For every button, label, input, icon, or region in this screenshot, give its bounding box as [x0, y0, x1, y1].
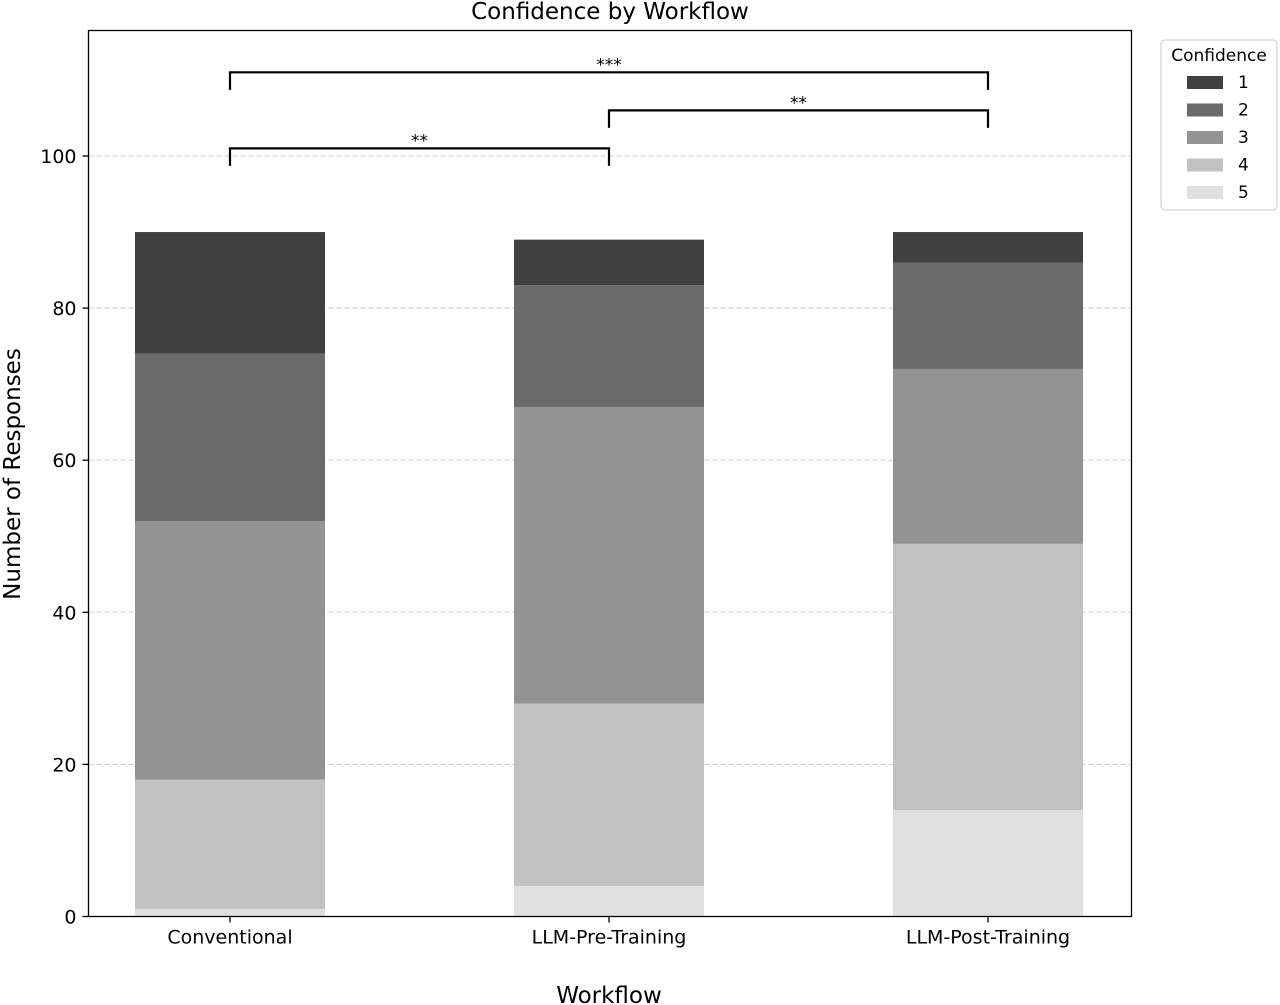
y-tick-label: 100 — [40, 146, 76, 168]
significance-bracket — [607, 109, 990, 128]
significance-label: *** — [596, 55, 622, 75]
legend-label: 4 — [1238, 156, 1249, 176]
bar-segment — [135, 908, 325, 917]
bar-segment — [514, 239, 704, 286]
bar-segment — [514, 886, 704, 917]
significance-bracket — [228, 71, 990, 90]
significance-label: ** — [790, 93, 807, 113]
bar-segment — [893, 232, 1083, 263]
y-tick-label: 0 — [64, 907, 76, 929]
y-tick-label: 20 — [52, 754, 76, 776]
bar-segment — [514, 285, 704, 407]
bar-segment — [893, 262, 1083, 369]
legend-label: 2 — [1238, 101, 1249, 121]
significance-bracket — [228, 147, 611, 166]
chart-title: Confidence by Workflow — [471, 0, 749, 25]
bar-segment — [135, 779, 325, 909]
y-tick-label: 80 — [52, 298, 76, 320]
legend-swatch — [1187, 158, 1223, 172]
legend-label: 5 — [1238, 183, 1249, 203]
legend-label: 3 — [1238, 128, 1249, 148]
bar-segment — [893, 368, 1083, 544]
y-tick-label: 60 — [52, 450, 76, 472]
x-tick-label: Conventional — [167, 927, 292, 949]
bar-segment — [893, 543, 1083, 811]
x-tick-label: LLM-Post-Training — [906, 927, 1070, 949]
legend-label: 1 — [1238, 73, 1249, 93]
legend-title: Confidence — [1171, 46, 1267, 66]
bar-segment — [135, 232, 325, 354]
legend-swatch — [1187, 76, 1223, 89]
bar-segment — [893, 810, 1083, 917]
legend-swatch — [1187, 131, 1223, 144]
significance-brackets: ******* — [228, 55, 990, 166]
x-axis: Conventional LLM-Pre-Training LLM-Post-Tra… — [167, 916, 1070, 949]
legend-swatch — [1187, 186, 1223, 199]
y-axis-label: Number of Responses — [0, 348, 26, 600]
y-tick-label: 40 — [52, 602, 76, 624]
legend-swatch — [1187, 103, 1223, 117]
bar-segment — [514, 703, 704, 887]
plot-frame — [87, 29, 1133, 918]
bars-group — [135, 232, 1083, 917]
legend: Confidence 1 2 3 4 5 — [1160, 39, 1278, 211]
bar-segment — [135, 353, 325, 522]
bar-segment — [135, 521, 325, 780]
bar-segment — [514, 406, 704, 704]
x-axis-label: Workflow — [556, 983, 662, 1005]
y-axis: 0 20 40 60 80 100 — [40, 146, 89, 929]
significance-label: ** — [411, 131, 428, 151]
x-tick-label: LLM-Pre-Training — [532, 927, 687, 949]
